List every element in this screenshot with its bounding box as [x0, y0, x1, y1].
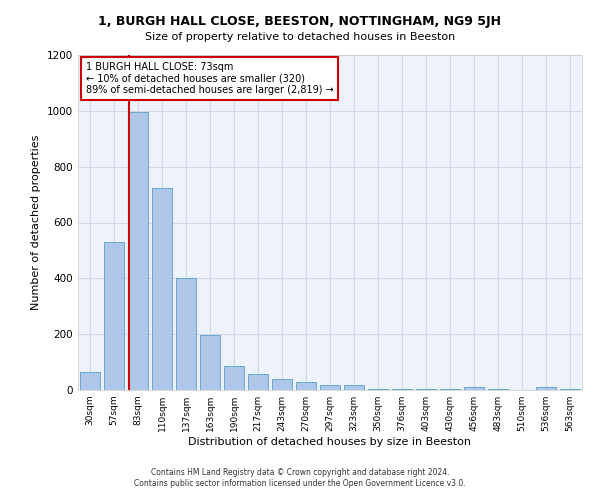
Bar [176, 278, 196, 390]
Bar [152, 188, 172, 390]
Text: Size of property relative to detached houses in Beeston: Size of property relative to detached ho… [145, 32, 455, 42]
Bar [464, 387, 484, 390]
Bar [104, 242, 124, 390]
Bar [320, 386, 340, 390]
Bar [272, 379, 292, 390]
Bar [296, 382, 316, 390]
Text: 1, BURGH HALL CLOSE, BEESTON, NOTTINGHAM, NG9 5JH: 1, BURGH HALL CLOSE, BEESTON, NOTTINGHAM… [98, 15, 502, 28]
Y-axis label: Number of detached properties: Number of detached properties [31, 135, 41, 310]
Bar [80, 372, 100, 390]
X-axis label: Distribution of detached houses by size in Beeston: Distribution of detached houses by size … [188, 437, 472, 447]
Bar [536, 387, 556, 390]
Text: 1 BURGH HALL CLOSE: 73sqm
← 10% of detached houses are smaller (320)
89% of semi: 1 BURGH HALL CLOSE: 73sqm ← 10% of detac… [86, 62, 334, 95]
Bar [368, 388, 388, 390]
Bar [200, 335, 220, 390]
Bar [248, 374, 268, 390]
Bar [224, 366, 244, 390]
Bar [344, 386, 364, 390]
Bar [128, 112, 148, 390]
Text: Contains HM Land Registry data © Crown copyright and database right 2024.
Contai: Contains HM Land Registry data © Crown c… [134, 468, 466, 487]
